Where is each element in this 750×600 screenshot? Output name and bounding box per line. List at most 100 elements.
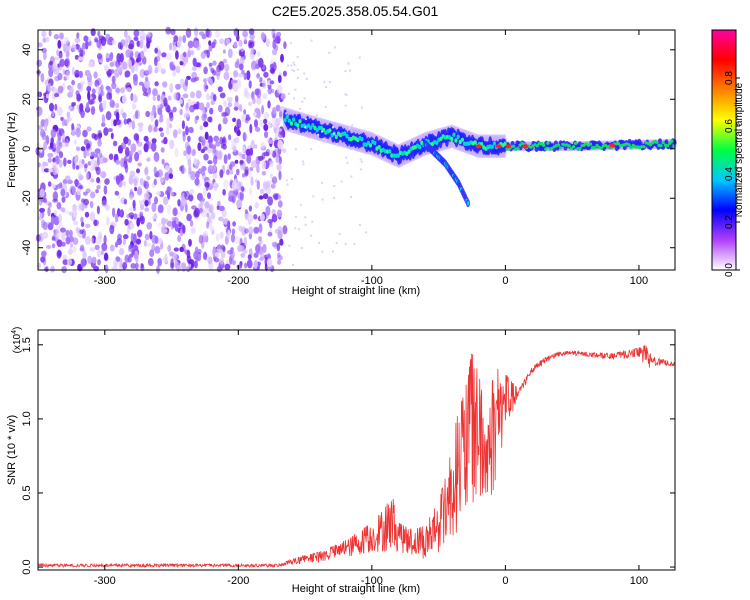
snr-y-scale: (x104) [11, 327, 23, 354]
signal-peak [593, 146, 597, 150]
spectrogram-speckle [324, 138, 327, 141]
spectrogram-noise-blob [44, 122, 48, 132]
spectrogram-noise-blob [96, 39, 101, 49]
spectrogram-noise-blob [48, 67, 54, 78]
spectrogram-x-label: Height of straight line (km) [292, 285, 420, 297]
spectrogram-noise-blob [61, 196, 66, 203]
spectrogram-noise-blob [76, 32, 80, 39]
spectrogram-noise-blob [48, 202, 52, 208]
spectrogram-noise-blob [52, 61, 57, 69]
spectrogram-speckle [312, 195, 315, 198]
snr-x-tick-label: 0 [502, 575, 508, 587]
spectrogram-noise-blob [214, 30, 220, 38]
spectrogram-noise-blob [49, 60, 53, 66]
signal-peak [665, 144, 670, 148]
spectrogram-noise-blob [244, 209, 249, 215]
spectrogram-noise-blob [200, 200, 205, 206]
signal-hotspot [522, 144, 529, 149]
spectrogram-speckle [288, 244, 291, 247]
spectrogram-noise-blob [66, 111, 71, 119]
spectrogram-noise-blob [53, 56, 60, 61]
spectrogram-noise-blob [269, 150, 273, 156]
signal-peak [512, 144, 516, 148]
spectrogram-noise-blob [88, 61, 94, 68]
spectrogram-noise-blob [64, 210, 70, 215]
spectrogram-noise-blob [58, 151, 64, 159]
spectrogram-noise-blob [190, 91, 195, 99]
spectrogram-noise-blob [191, 149, 197, 157]
spectrogram-noise-blob [87, 79, 93, 87]
spectrogram-noise-blob [246, 154, 252, 164]
spectrogram-speckle [292, 61, 295, 64]
spectrogram-noise-blob [192, 57, 197, 67]
spectrogram-noise-blob [85, 40, 89, 50]
spectrogram-noise-blob [103, 185, 108, 195]
spectrogram-noise-blob [179, 246, 184, 252]
spectrogram-noise-blob [164, 171, 170, 181]
spectrogram-noise-blob [79, 229, 84, 235]
spectrogram-noise-blob [90, 159, 96, 166]
spectrogram-noise-blob [74, 54, 79, 60]
spectrogram-noise-blob [137, 229, 143, 238]
spectrogram-noise-blob [45, 265, 49, 273]
spectrogram-x-ticks: -300 -200 -100 0 100 [94, 30, 648, 287]
spectrogram-noise-blob [49, 141, 54, 149]
spectrogram-noise-blob [160, 147, 165, 153]
spectrogram-noise-blob [100, 36, 107, 47]
spectrogram-noise-blob [179, 108, 183, 116]
snr-x-tick-label: -300 [94, 575, 116, 587]
spectrogram-noise-blob [169, 42, 173, 51]
spectrogram-noise-blob [240, 252, 246, 258]
spectrogram-noise-blob [182, 224, 186, 234]
spectrogram-noise-blob [239, 245, 245, 253]
spectrogram-noise-blob [58, 213, 62, 223]
spectrogram-speckle [302, 160, 304, 163]
snr-y-tick-label: 0.5 [21, 485, 33, 500]
spectrogram-noise-blob [236, 130, 241, 137]
spectrogram-x-tick-label: -200 [227, 275, 249, 287]
spectrogram-noise-blob [193, 209, 198, 218]
spectrogram-y-label: Frequency (Hz) [6, 112, 18, 188]
spectrogram-noise-blob [206, 212, 210, 218]
spectrogram-noise-blob [90, 237, 94, 245]
spectrogram-noise-blob [57, 85, 64, 94]
spectrogram-noise-blob [195, 90, 202, 99]
spectrogram-noise-blob [178, 35, 183, 43]
spectrogram-noise-blob [146, 157, 151, 162]
spectrogram-noise-blob [162, 81, 168, 88]
snr-y-scale-exponent: 4 [11, 330, 18, 334]
spectrogram-noise-blob [90, 165, 95, 172]
spectrogram-noise-blob [72, 203, 77, 213]
spectrogram-noise-blob [210, 164, 216, 173]
spectrogram-noise-blob [213, 182, 217, 187]
spectrogram-noise-blob [244, 166, 249, 175]
spectrogram-noise-blob [54, 226, 60, 232]
spectrogram-noise-blob [68, 229, 73, 237]
spectrogram-noise-blob [260, 252, 265, 261]
figure-title: C2E5.2025.358.05.54.G01 [272, 3, 439, 19]
spectrogram-speckle [332, 132, 335, 135]
spectrogram-noise-blob [118, 247, 125, 256]
spectrogram-noise-blob [228, 190, 234, 200]
spectrogram-noise-blob [45, 93, 50, 99]
spectrogram-speckle [345, 156, 348, 159]
spectrogram-noise-blob [53, 216, 60, 226]
spectrogram-noise-blob [242, 30, 248, 38]
spectrogram-noise-blob [136, 57, 140, 63]
spectrogram-speckle [291, 69, 294, 71]
spectrogram-noise-blob [236, 118, 242, 129]
spectrogram-noise-blob [86, 172, 89, 181]
spectrogram-noise-blob [65, 118, 70, 124]
spectrogram-speckle [300, 247, 303, 249]
spectrogram-noise-blob [166, 53, 172, 61]
spectrogram-noise-blob [170, 64, 176, 71]
signal-peak [460, 137, 464, 142]
signal-peak [571, 145, 576, 149]
spectrogram-speckle [338, 233, 341, 235]
spectrogram-noise-blob [130, 222, 135, 230]
spectrogram-noise-blob [261, 160, 267, 170]
spectrogram-noise-blob [230, 79, 235, 85]
spectrogram-noise-blob [132, 93, 138, 104]
spectrogram-noise-blob [115, 175, 121, 185]
spectrogram-noise-blob [86, 143, 91, 150]
